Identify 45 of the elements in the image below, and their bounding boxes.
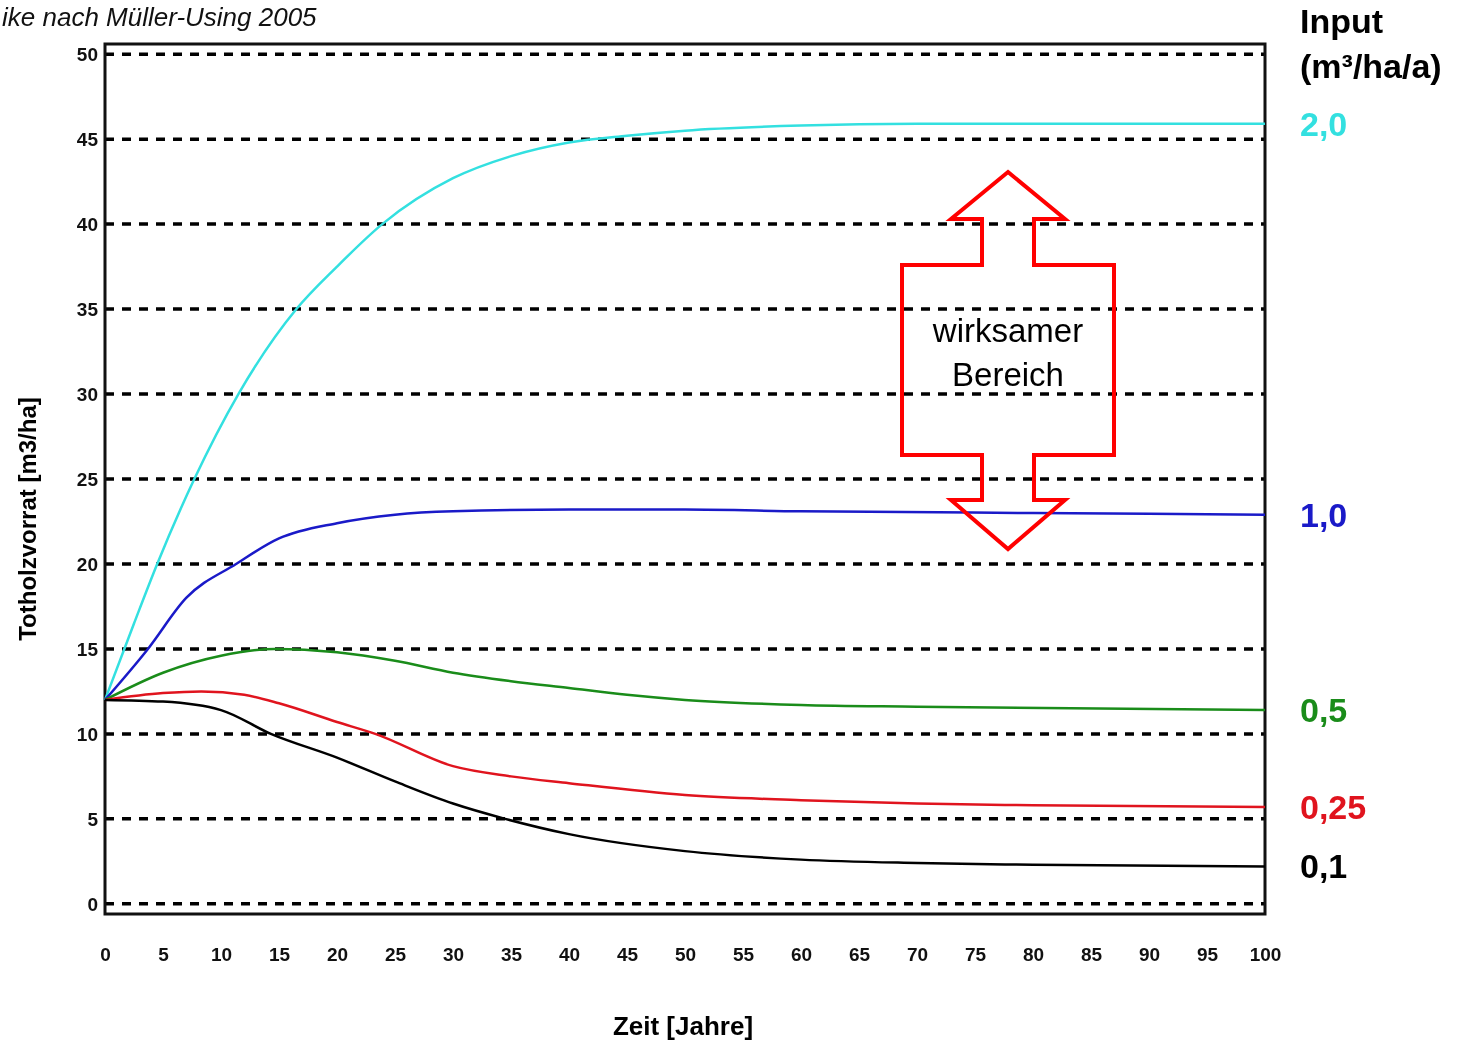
x-tick-label: 40 — [558, 943, 581, 965]
x-tick-label: 35 — [500, 943, 523, 965]
x-tick-label: 45 — [616, 943, 639, 965]
x-tick-label: 20 — [326, 943, 349, 965]
line-series — [103, 698, 1267, 868]
line-series — [103, 690, 1267, 809]
series-label: 2,0 — [1300, 104, 1348, 143]
series-label: 0,1 — [1300, 847, 1348, 886]
series-label: 1,0 — [1300, 495, 1348, 534]
y-tick-label: 25 — [76, 469, 99, 491]
x-tick-label: 30 — [442, 943, 465, 965]
x-tick-label: 90 — [1138, 943, 1161, 965]
x-tick-label: 5 — [158, 943, 170, 965]
y-tick-label: 35 — [76, 299, 99, 321]
y-tick-label: 20 — [76, 554, 98, 576]
x-tick-label: 50 — [674, 943, 697, 965]
x-tick-label: 65 — [848, 943, 871, 965]
line-series — [103, 647, 1267, 712]
series-label: 0,25 — [1300, 787, 1367, 826]
x-tick-label: 10 — [210, 943, 233, 965]
x-tick-label: 15 — [268, 943, 291, 965]
y-tick-label: 0 — [87, 893, 98, 915]
x-tick-label: 60 — [790, 943, 813, 965]
x-tick-label: 80 — [1022, 943, 1045, 965]
y-tick-label: 40 — [76, 214, 98, 236]
y-tick-label: 50 — [76, 44, 98, 66]
annotation: wirksamer Bereich — [931, 312, 1084, 393]
x-axis-title: Zeit [Jahre] — [612, 1011, 754, 1040]
x-tick-label: 55 — [732, 943, 755, 965]
y-tick-label: 45 — [76, 129, 99, 151]
x-tick-label: 85 — [1080, 943, 1103, 965]
y-axis-title: Totholzvorrat [m3/ha] — [14, 397, 41, 641]
legend-title: Input (m³/ha/a) — [1300, 2, 1442, 85]
line-series — [103, 122, 1267, 702]
x-tick-label: 75 — [964, 943, 987, 965]
x-tick-label: 70 — [906, 943, 929, 965]
series-label: 0,5 — [1300, 690, 1348, 729]
x-tick-label: 100 — [1249, 943, 1282, 965]
x-tick-label: 25 — [384, 943, 407, 965]
y-tick-label: 15 — [76, 639, 99, 661]
text: ike nach Müller-Using 2005 — [2, 2, 318, 32]
y-tick-label: 5 — [87, 808, 99, 830]
x-tick-label: 95 — [1196, 943, 1219, 965]
y-tick-label: 10 — [76, 724, 98, 746]
y-tick-label: 30 — [76, 384, 98, 406]
